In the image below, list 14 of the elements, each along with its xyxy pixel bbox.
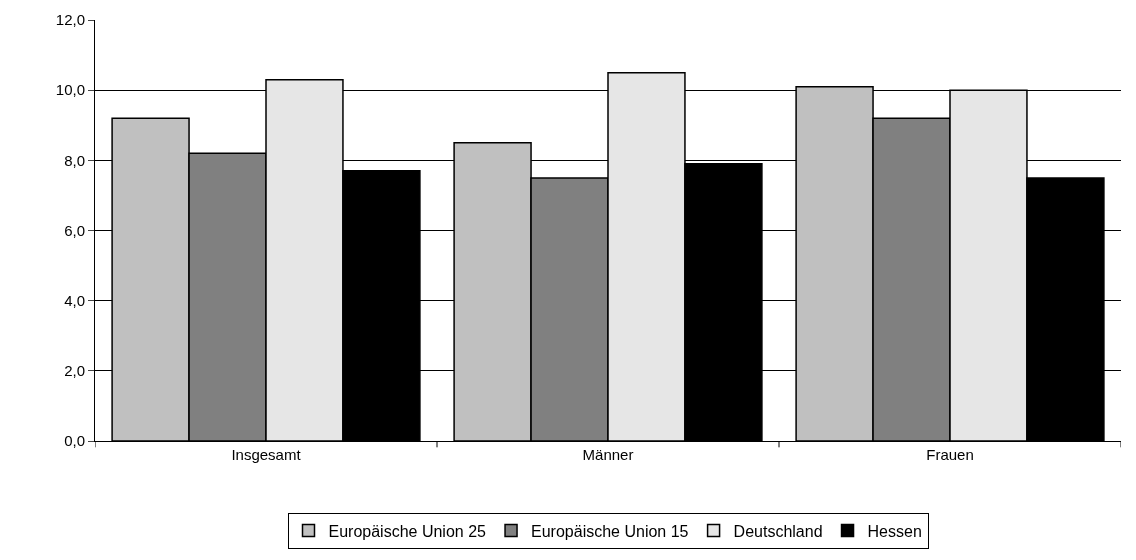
y-tick-label: 10,0 bbox=[55, 81, 85, 99]
x-tick-label: Insgesamt bbox=[231, 446, 302, 463]
legend-label: Europäische Union 15 bbox=[531, 522, 689, 540]
y-tick-label: 8,0 bbox=[64, 151, 85, 169]
legend-label: Europäische Union 25 bbox=[328, 522, 487, 540]
x-tick-label: Frauen bbox=[926, 446, 974, 463]
legend-label: Deutschland bbox=[733, 522, 823, 540]
y-tick-label: 6,0 bbox=[64, 221, 85, 239]
y-tick-label: 12,0 bbox=[55, 11, 85, 29]
x-tick-label: Männer bbox=[582, 446, 634, 463]
y-tick-label: 0,0 bbox=[64, 432, 85, 450]
y-tick-label: 2,0 bbox=[64, 362, 85, 380]
y-tick-label: 4,0 bbox=[64, 291, 85, 309]
legend-label: Hessen bbox=[867, 522, 922, 540]
